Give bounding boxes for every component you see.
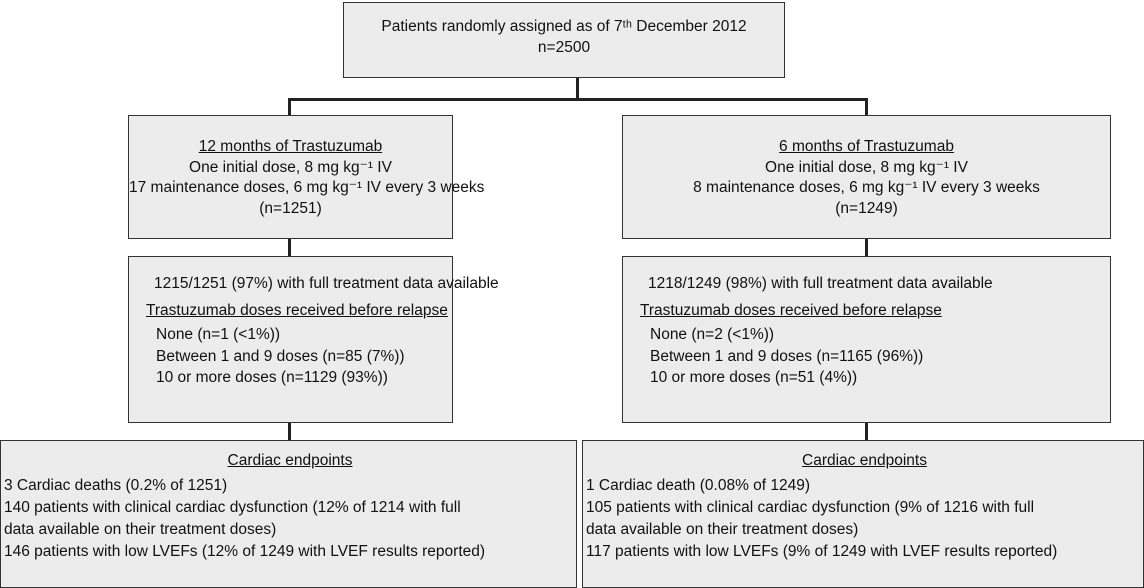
box-text: (n=1251) [259, 199, 322, 217]
box-title: Trastuzumab doses received before relaps… [146, 301, 448, 319]
connector [288, 238, 291, 257]
box-text: data available on their treatment doses) [4, 520, 277, 538]
connector [288, 422, 291, 441]
box-text: 1215/1251 (97%) with full treatment data… [154, 275, 499, 292]
box-title: Cardiac endpoints [227, 452, 353, 469]
cardiac-box: Cardiac endpoints 3 Cardiac deaths (0.2% … [0, 440, 577, 588]
box-text: None (n=1 (<1%)) [156, 326, 281, 343]
box-text: Between 1 and 9 doses (n=85 (7%)) [156, 347, 405, 365]
box-text: 8 maintenance doses, 6 mg kg⁻¹ IV every … [693, 179, 1040, 196]
box-text: 105 patients with clinical cardiac dysfu… [586, 498, 1035, 516]
box-text: One initial dose, 8 mg kg⁻¹ IV [189, 158, 392, 176]
box-text: 140 patients with clinical cardiac dysfu… [4, 498, 461, 516]
connector [865, 98, 868, 116]
treatment-box: 6 months of Trastuzumab One initial dose,… [622, 115, 1111, 239]
connector [865, 238, 868, 257]
box-text: 10 or more doses (n=1129 (93%)) [156, 369, 388, 386]
connector [576, 77, 579, 101]
box-text: Between 1 and 9 doses (n=1165 (96%)) [650, 347, 924, 365]
cardiac-box: Cardiac endpoints 1 Cardiac death (0.08% … [582, 440, 1144, 588]
box-text: One initial dose, 8 mg kg⁻¹ IV [765, 158, 968, 176]
box-text: 1218/1249 (98%) with full treatment data… [648, 275, 993, 292]
box-text: n=2500 [537, 38, 591, 56]
box-title: 6 months of Trastuzumab [779, 138, 954, 155]
connector [288, 98, 868, 101]
box-text: data available on their treatment doses) [586, 520, 859, 538]
box-text: 146 patients with low LVEFs (12% of 1249… [4, 542, 486, 560]
box-text: Patients randomly assigned as of 7ᵗʰ Dec… [381, 18, 747, 35]
connector [865, 422, 868, 441]
data-box: 1218/1249 (98%) with full treatment data… [622, 256, 1111, 423]
box-title: Trastuzumab doses received before relaps… [640, 301, 942, 319]
box-text: (n=1249) [835, 199, 898, 217]
data-box: 1215/1251 (97%) with full treatment data… [128, 256, 499, 423]
box-text: 3 Cardiac deaths (0.2% of 1251) [4, 476, 228, 494]
box-title: Cardiac endpoints [802, 452, 927, 469]
box-text: 10 or more doses (n=51 (4%)) [650, 369, 858, 386]
box-text: None (n=2 (<1%)) [650, 326, 775, 343]
box-text: 17 maintenance doses, 6 mg kg⁻¹ IV every… [129, 179, 485, 196]
start-box: Patients randomly assigned as of 7ᵗʰ Dec… [343, 2, 785, 78]
box-text: 117 patients with low LVEFs (9% of 1249 … [586, 542, 1058, 560]
box-title: 12 months of Trastuzumab [198, 138, 383, 155]
box-text: 1 Cardiac death (0.08% of 1249) [586, 476, 811, 494]
treatment-box: 12 months of Trastuzumab One initial dose… [128, 115, 485, 239]
connector [288, 98, 291, 116]
